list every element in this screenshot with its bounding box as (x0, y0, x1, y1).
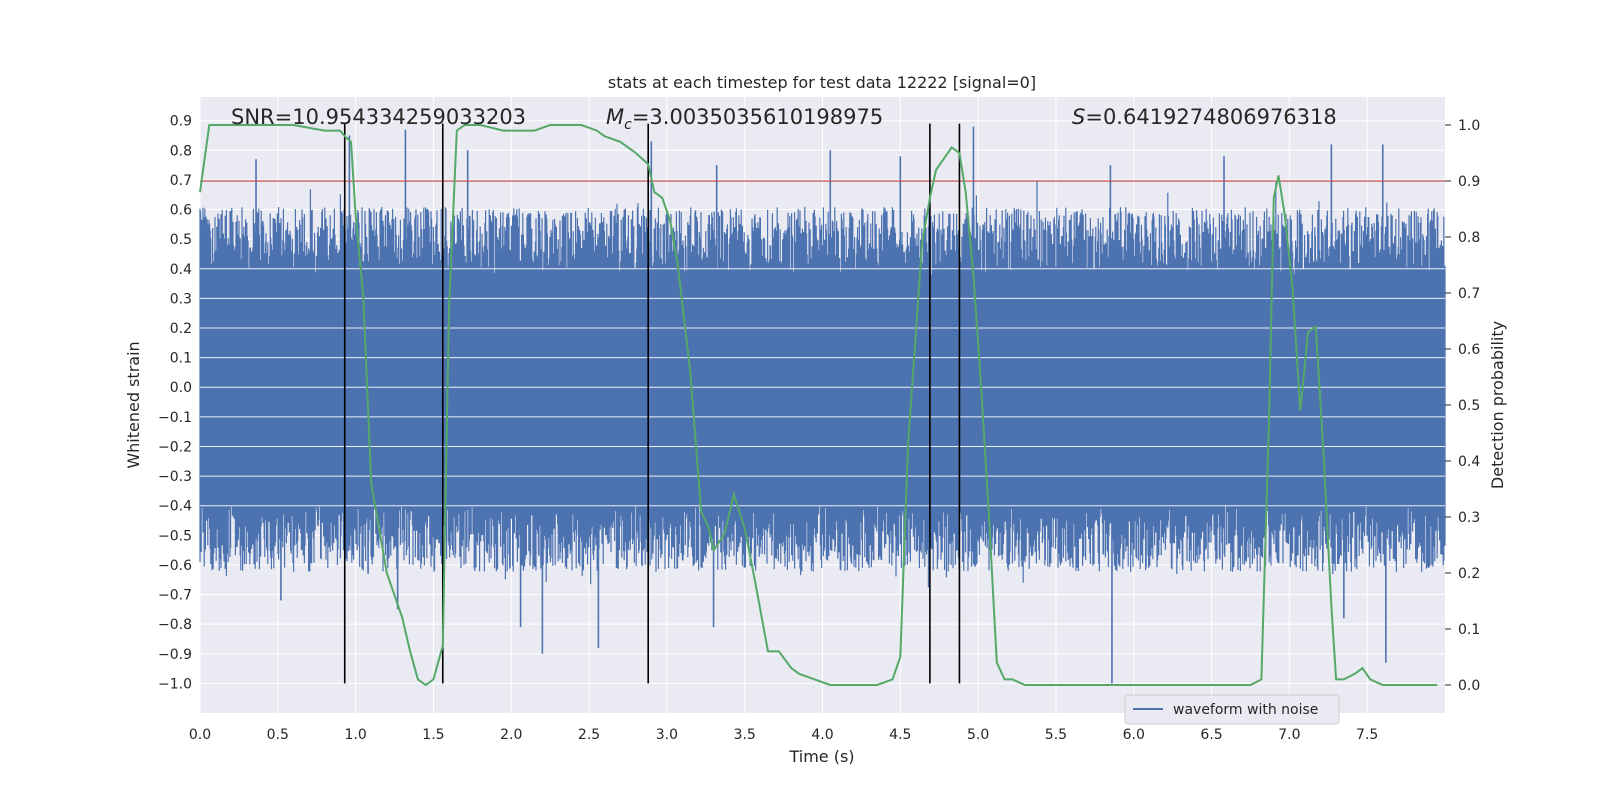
chart-title: stats at each timestep for test data 122… (608, 73, 1036, 92)
legend-box (1124, 694, 1340, 725)
x-tick-label: 3.5 (734, 727, 756, 743)
x-tick-label: 7.0 (1278, 727, 1300, 743)
tick-labels: 0.0 0.5 1.0 1.5 2.0 2.5 3.0 3.5 4.0 4.5 5.0 5.5 6.0 6… (158, 114, 1480, 743)
y-tick-label-left: 0.8 (170, 143, 192, 159)
y-tick-label-left: 0.3 (170, 291, 192, 307)
chirp-mass-annotation: Mc=3.0035035610198975 (606, 105, 883, 133)
waveform-core-band (200, 313, 1445, 477)
chirp-mass-subscript: c (624, 117, 632, 133)
s-value: =0.6419274806976318 (1085, 105, 1336, 129)
s-annotation: S=0.6419274806976318 (1072, 105, 1337, 129)
x-tick-label: 2.5 (578, 727, 600, 743)
waveform-series (199, 126, 1446, 684)
y-tick-label-left: −0.7 (158, 588, 192, 604)
x-tick-label: 5.5 (1045, 727, 1067, 743)
x-axis-label: Time (s) (788, 747, 854, 766)
y-tick-label-left: 0.7 (170, 173, 192, 189)
y-tick-label-left: 0.9 (170, 114, 192, 130)
y-tick-label-left: 0.6 (170, 203, 192, 219)
x-tick-label: 1.5 (422, 727, 444, 743)
y-tick-label-left: 0.2 (170, 321, 192, 337)
x-tick-label: 3.0 (656, 727, 678, 743)
y-tick-label-right: 0.9 (1458, 174, 1480, 190)
detection-probability-series (199, 124, 1438, 687)
y-tick-label-left: −0.5 (158, 528, 192, 544)
snr-annotation: SNR=10.954334259033203 (231, 105, 526, 129)
legend: waveform with noise (1124, 694, 1340, 725)
y-tick-label-left: 0.1 (170, 351, 192, 367)
y-tick-label-right: 1.0 (1458, 118, 1480, 134)
y-tick-label-left: −0.9 (158, 647, 192, 663)
x-tick-label: 7.5 (1356, 727, 1378, 743)
x-tick-label: 5.0 (967, 727, 989, 743)
y-tick-label-left: 0.5 (170, 232, 192, 248)
x-tick-label: 4.0 (811, 727, 833, 743)
y-tick-label-left: −0.6 (158, 558, 192, 574)
x-tick-label: 1.0 (344, 727, 366, 743)
x-tick-label: 4.5 (889, 727, 911, 743)
detection-probability-line (199, 124, 1438, 687)
y-tick-label-left: −0.8 (158, 617, 192, 633)
y-tick-label-right: 0.3 (1458, 510, 1480, 526)
y-tick-label-right: 0.1 (1458, 622, 1480, 638)
x-tick-label: 0.5 (267, 727, 289, 743)
y-tick-label-right: 0.7 (1458, 286, 1480, 302)
y-tick-label-left: 0.0 (170, 380, 192, 396)
x-tick-label: 6.5 (1200, 727, 1222, 743)
y-tick-label-left: −0.2 (158, 439, 192, 455)
y-tick-label-right: 0.8 (1458, 230, 1480, 246)
y-tick-label-right: 0.4 (1458, 454, 1480, 470)
y-tick-label-left: −0.4 (158, 499, 192, 515)
vertical-markers (343, 123, 961, 684)
y-axis-label-left: Whitened strain (124, 341, 143, 468)
legend-label-waveform: waveform with noise (1173, 702, 1318, 718)
x-tick-label: 2.0 (500, 727, 522, 743)
s-symbol: S (1072, 105, 1085, 129)
x-tick-label: 6.0 (1123, 727, 1145, 743)
y-tick-label-left: −0.1 (158, 410, 192, 426)
chirp-mass-symbol: M (606, 105, 624, 129)
y-tick-label-left: 0.4 (170, 262, 192, 278)
x-tick-label: 0.0 (189, 727, 211, 743)
y-tick-label-right: 0.2 (1458, 566, 1480, 582)
chirp-mass-value: =3.0035035610198975 (632, 105, 883, 129)
y-tick-label-left: −0.3 (158, 469, 192, 485)
y-tick-label-right: 0.0 (1458, 678, 1480, 694)
y-tick-label-right: 0.6 (1458, 342, 1480, 358)
y-axis-label-right: Detection probability (1488, 321, 1507, 489)
y-tick-label-right: 0.5 (1458, 398, 1480, 414)
y-tick-label-left: −1.0 (158, 676, 192, 692)
